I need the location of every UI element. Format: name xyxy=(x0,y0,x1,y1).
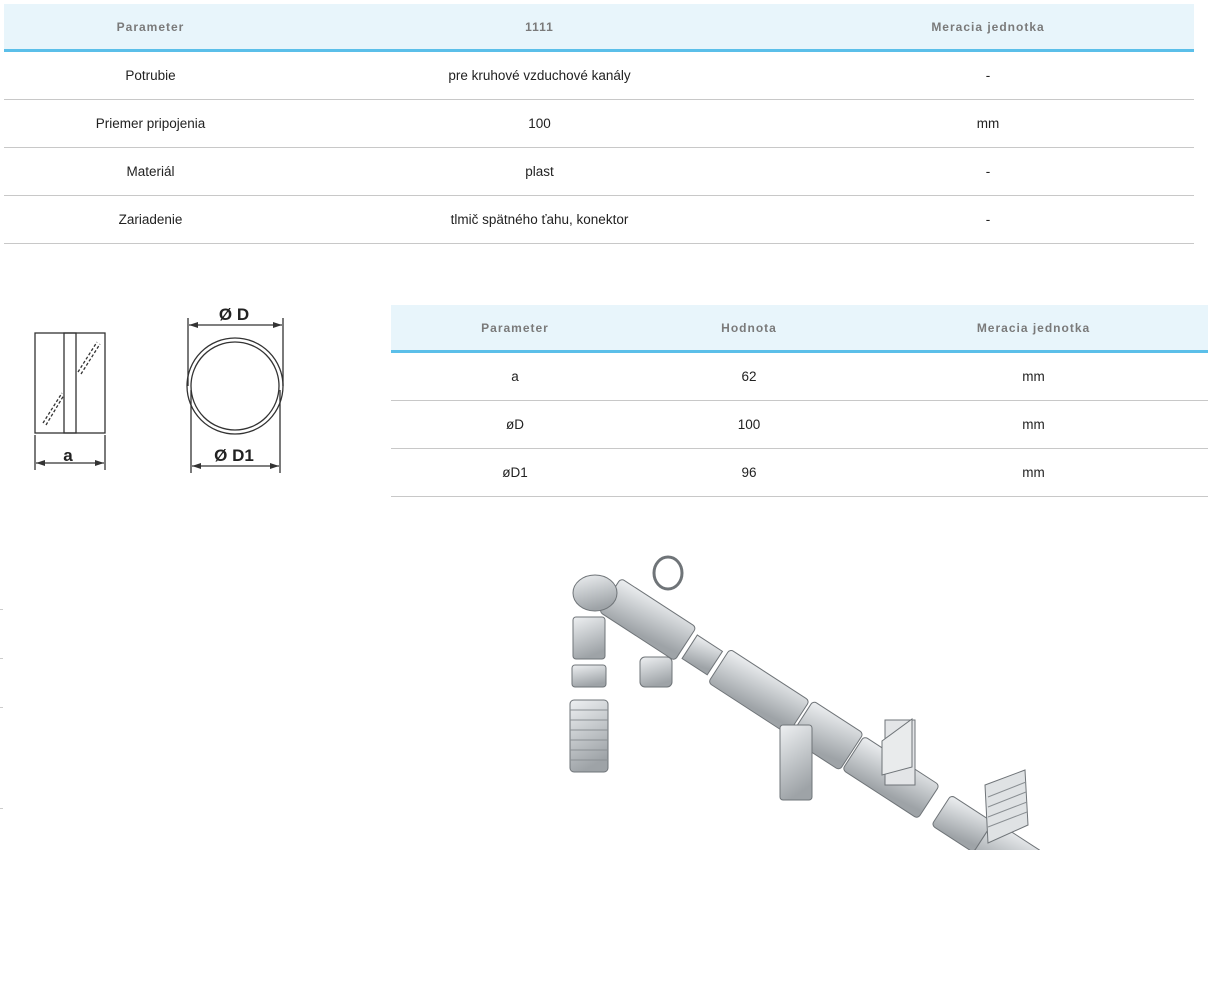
table-row: Zariadenie tlmič spätného ťahu, konektor - xyxy=(4,195,1194,244)
cell: øD xyxy=(391,400,639,449)
table-row: øD1 96 mm xyxy=(391,448,1208,497)
cell: øD1 xyxy=(391,448,639,497)
cell: a xyxy=(391,351,639,401)
table-row: a 62 mm xyxy=(391,351,1208,401)
label-d1: Ø D1 xyxy=(214,446,254,465)
cell: Potrubie xyxy=(4,50,297,100)
cell: mm xyxy=(859,351,1208,401)
header-parameter: Parameter xyxy=(4,4,297,52)
cell: - xyxy=(782,195,1194,244)
edge-tick xyxy=(0,808,3,809)
label-a: a xyxy=(63,446,73,465)
edge-tick xyxy=(0,707,3,708)
header-parameter: Parameter xyxy=(391,305,639,353)
cell: Materiál xyxy=(4,147,297,196)
cell: - xyxy=(782,147,1194,196)
cell: 96 xyxy=(639,448,859,497)
cell: 100 xyxy=(639,400,859,449)
cell: tlmič spätného ťahu, konektor xyxy=(297,195,782,244)
cell: pre kruhové vzduchové kanály xyxy=(297,50,782,100)
table-header-row: Parameter Hodnota Meracia jednotka xyxy=(391,305,1208,353)
dimension-drawing: a Ø D Ø D1 xyxy=(34,305,284,473)
header-unit: Meracia jednotka xyxy=(782,4,1194,52)
table-row: Potrubie pre kruhové vzduchové kanály - xyxy=(4,50,1194,100)
cell: mm xyxy=(859,400,1208,449)
header-unit: Meracia jednotka xyxy=(859,305,1208,353)
cell: Zariadenie xyxy=(4,195,297,244)
cell: Priemer pripojenia xyxy=(4,99,297,148)
table-header-row: Parameter 1111 Meracia jednotka xyxy=(4,4,1194,52)
cell: mm xyxy=(782,99,1194,148)
duct-system-illustration xyxy=(569,555,1040,850)
cell: plast xyxy=(297,147,782,196)
header-value: Hodnota xyxy=(639,305,859,353)
spec-table: Parameter 1111 Meracia jednotka Potrubie… xyxy=(4,4,1194,244)
cell: mm xyxy=(859,448,1208,497)
edge-tick xyxy=(0,609,3,610)
header-model: 1111 xyxy=(297,4,782,52)
edge-tick xyxy=(0,658,3,659)
label-d: Ø D xyxy=(219,305,249,324)
cell: 62 xyxy=(639,351,859,401)
cell: - xyxy=(782,50,1194,100)
dimension-table: Parameter Hodnota Meracia jednotka a 62 mm… xyxy=(391,305,1208,497)
table-row: Priemer pripojenia 100 mm xyxy=(4,99,1194,148)
table-row: Materiál plast - xyxy=(4,147,1194,196)
table-row: øD 100 mm xyxy=(391,400,1208,449)
cell: 100 xyxy=(297,99,782,148)
